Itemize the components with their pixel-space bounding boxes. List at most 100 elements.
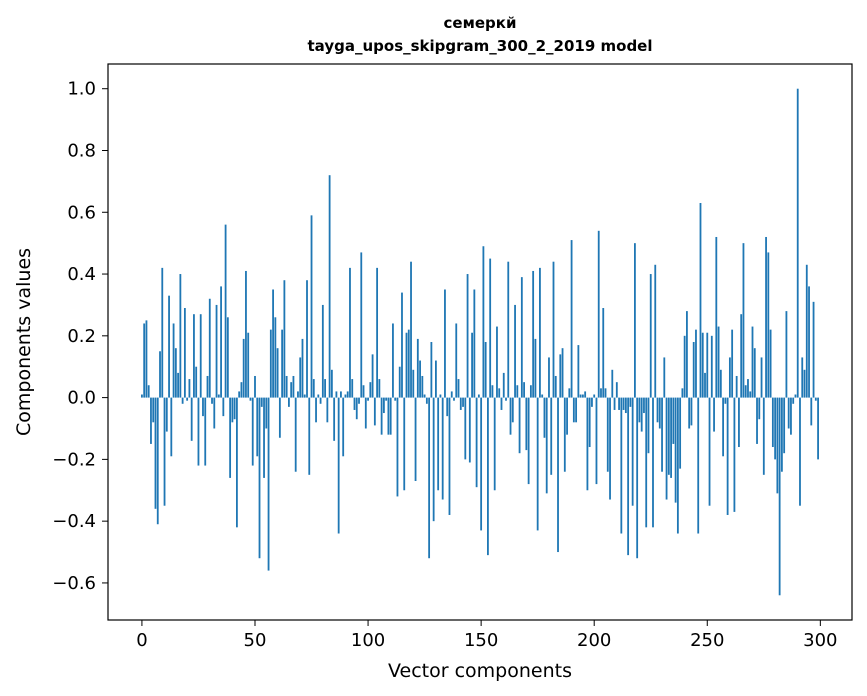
bar bbox=[695, 329, 697, 398]
bar bbox=[349, 267, 351, 398]
bar bbox=[208, 298, 211, 398]
bar bbox=[373, 397, 376, 426]
bar bbox=[197, 397, 200, 466]
bar bbox=[310, 215, 313, 398]
bar bbox=[713, 397, 715, 432]
bar bbox=[661, 397, 663, 472]
bar bbox=[654, 264, 657, 398]
bar bbox=[475, 397, 478, 488]
bar bbox=[787, 397, 790, 429]
bar bbox=[450, 391, 453, 398]
bar bbox=[206, 375, 209, 398]
bar bbox=[740, 314, 743, 398]
x-axis-label: Vector components bbox=[388, 660, 572, 682]
bar bbox=[471, 332, 473, 398]
bar bbox=[299, 357, 302, 398]
bar bbox=[690, 397, 693, 426]
chart-subtitle: tayga_upos_skipgram_300_2_2019 model bbox=[308, 37, 653, 55]
bar bbox=[430, 342, 433, 398]
bar bbox=[283, 280, 286, 398]
bar bbox=[423, 394, 426, 398]
bar bbox=[186, 397, 189, 401]
bar bbox=[163, 397, 166, 506]
bar bbox=[330, 369, 333, 398]
bar bbox=[183, 308, 186, 398]
bar bbox=[670, 397, 672, 478]
bar bbox=[575, 397, 578, 423]
bar bbox=[719, 369, 722, 398]
bar bbox=[432, 397, 435, 522]
bar bbox=[774, 397, 777, 460]
bar bbox=[260, 397, 263, 407]
bar bbox=[568, 388, 571, 398]
bar bbox=[545, 397, 548, 494]
bar bbox=[559, 354, 562, 398]
bar bbox=[288, 397, 290, 407]
bar bbox=[550, 397, 553, 475]
x-tick-label: 50 bbox=[244, 630, 267, 651]
bar bbox=[412, 369, 415, 398]
bar bbox=[473, 289, 476, 398]
bar bbox=[672, 397, 675, 444]
bar bbox=[328, 175, 331, 398]
bar bbox=[220, 286, 222, 398]
bar bbox=[382, 397, 385, 414]
bar bbox=[679, 397, 682, 469]
bar bbox=[507, 261, 510, 398]
bar bbox=[489, 258, 492, 398]
bar bbox=[181, 397, 184, 404]
bar bbox=[448, 397, 451, 515]
bar bbox=[622, 397, 625, 410]
bar bbox=[753, 348, 756, 398]
bar bbox=[229, 397, 232, 478]
bar bbox=[455, 323, 458, 398]
bar bbox=[496, 326, 498, 398]
bar bbox=[480, 397, 483, 531]
bar bbox=[457, 379, 460, 398]
bar bbox=[744, 385, 747, 398]
bar bbox=[242, 338, 245, 398]
bar bbox=[466, 274, 469, 398]
bar bbox=[762, 397, 765, 475]
bar bbox=[278, 397, 281, 438]
bar bbox=[421, 375, 424, 398]
bar bbox=[647, 397, 650, 454]
bar bbox=[688, 397, 691, 429]
bar bbox=[697, 397, 700, 534]
bar bbox=[812, 301, 815, 398]
plot-frame bbox=[107, 63, 853, 621]
bar bbox=[459, 397, 462, 410]
bar bbox=[511, 397, 514, 423]
bar bbox=[335, 391, 338, 398]
y-axis-label: Components values bbox=[13, 248, 35, 436]
bar bbox=[634, 243, 636, 398]
bar bbox=[783, 397, 786, 454]
bar bbox=[177, 372, 180, 398]
y-axis: −0.6 −0.4 −0.2 0.0 0.2 0.4 0.6 0.8 1.0 bbox=[52, 79, 108, 594]
bar bbox=[624, 397, 627, 414]
bar bbox=[534, 338, 537, 398]
bar bbox=[516, 385, 519, 398]
bar bbox=[525, 397, 528, 451]
bar bbox=[141, 394, 143, 398]
bar bbox=[771, 397, 774, 448]
bar bbox=[274, 317, 277, 398]
bar bbox=[213, 397, 216, 429]
bar bbox=[222, 397, 225, 417]
x-tick-label: 150 bbox=[464, 630, 498, 651]
bar bbox=[674, 397, 677, 503]
bar bbox=[419, 360, 421, 398]
y-tick-label: 0.8 bbox=[67, 140, 96, 161]
bar bbox=[344, 394, 347, 398]
bar bbox=[453, 397, 455, 401]
bar bbox=[493, 397, 496, 491]
bar bbox=[792, 397, 795, 404]
bar bbox=[154, 397, 157, 509]
bar bbox=[552, 261, 555, 398]
bar bbox=[290, 382, 293, 398]
bar bbox=[380, 397, 383, 435]
y-tick-label: −0.2 bbox=[52, 449, 96, 470]
bar bbox=[240, 382, 243, 398]
bar bbox=[502, 372, 505, 398]
bar bbox=[161, 267, 164, 398]
